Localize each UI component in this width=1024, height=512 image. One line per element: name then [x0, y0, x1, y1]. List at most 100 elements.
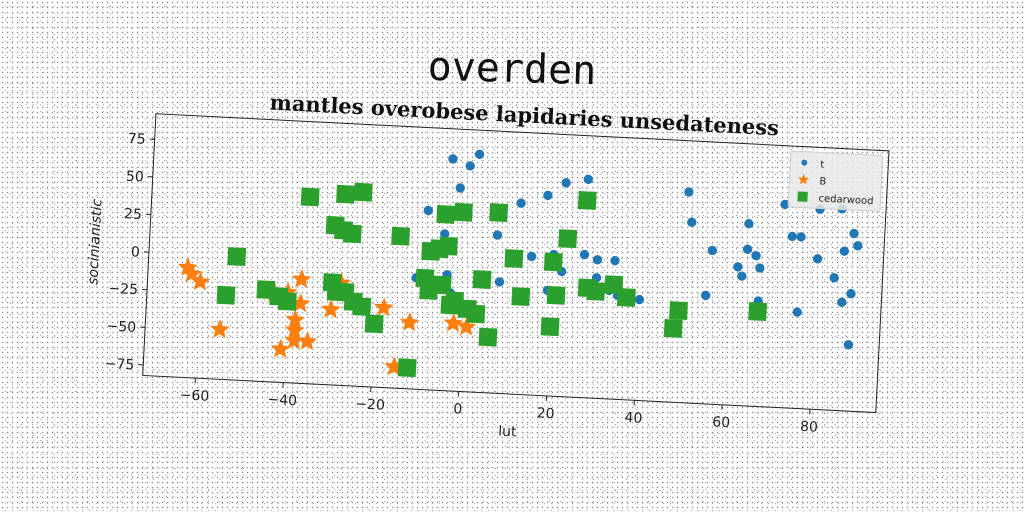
circle-point [796, 232, 806, 242]
circle-point [737, 271, 747, 281]
star-point [182, 263, 202, 283]
circle-point [526, 251, 537, 262]
circle-point [843, 340, 854, 350]
x-tick-label: 20 [536, 405, 555, 422]
legend-marker [797, 191, 808, 202]
square-point [478, 327, 498, 347]
circle-point [494, 277, 505, 287]
square-point [511, 287, 531, 307]
square-point [353, 182, 373, 202]
square-point [466, 304, 486, 324]
square-point [586, 281, 606, 301]
square-point [669, 301, 688, 321]
x-tick-label: 40 [624, 410, 643, 427]
circle-point [839, 246, 850, 256]
star-point [284, 320, 305, 340]
circle-point [812, 254, 823, 264]
circle-point [733, 262, 743, 272]
square-point [453, 202, 473, 222]
circle-point [610, 255, 620, 266]
star-point [456, 316, 477, 336]
circle-point [516, 198, 526, 208]
legend-label: B [819, 176, 827, 187]
star-point [321, 299, 341, 319]
square-point [546, 285, 566, 305]
y-tick-label: 75 [127, 131, 146, 148]
circle-point [583, 174, 593, 185]
circle-point [787, 231, 797, 242]
star-point [384, 356, 404, 376]
square-point [489, 203, 509, 222]
plot-area [142, 113, 890, 414]
y-tick-label: −25 [108, 281, 138, 298]
y-tick-label: −75 [104, 356, 134, 373]
square-point [616, 287, 636, 307]
square-point [439, 236, 458, 256]
star-point [443, 312, 464, 332]
data-points [178, 149, 863, 378]
square-point [352, 297, 372, 317]
star-point [285, 309, 306, 329]
square-point [342, 224, 362, 244]
square-point [543, 252, 563, 272]
x-tick-label: 60 [712, 414, 731, 431]
square-point [364, 314, 384, 334]
circle-point [474, 149, 485, 159]
circle-point [742, 244, 753, 254]
circle-point [792, 307, 802, 317]
y-tick-label: 25 [124, 206, 143, 223]
legend-box [787, 150, 884, 212]
circle-point [634, 294, 645, 305]
y-tick-label: 0 [131, 244, 141, 260]
circle-point [853, 241, 863, 251]
star-point [399, 312, 420, 332]
circle-point [687, 217, 697, 228]
x-tick-label: −20 [355, 396, 385, 413]
y-axis-label: socinianistic [85, 198, 105, 285]
circle-point [744, 219, 754, 229]
square-point [336, 184, 355, 204]
circle-point [465, 161, 475, 171]
square-point [432, 275, 452, 295]
circle-point [448, 154, 458, 164]
y-tick-label: 50 [126, 169, 145, 186]
legend-marker [801, 159, 808, 166]
x-axis-label: lut [498, 424, 518, 441]
circle-point [543, 190, 553, 201]
star-point [374, 297, 394, 317]
legend-marker [798, 173, 810, 185]
square-point [216, 285, 236, 305]
y-tick-label: −50 [106, 318, 136, 335]
circle-point [751, 251, 761, 261]
x-axis: −60 −40 −20 0 20 40 60 80 [179, 378, 819, 436]
circle-point [561, 178, 571, 188]
x-tick-label: −60 [179, 387, 209, 404]
series-cedarwood [216, 182, 768, 378]
star-point [178, 257, 198, 277]
square-point [391, 226, 411, 246]
square-point [577, 191, 597, 210]
square-point [540, 317, 560, 337]
square-point [558, 229, 578, 249]
x-tick-label: 80 [800, 419, 819, 436]
circle-point [846, 289, 856, 299]
star-point [291, 269, 312, 289]
square-point [335, 282, 355, 302]
square-point [300, 187, 320, 207]
circle-point [455, 183, 465, 193]
star-point [190, 271, 211, 291]
circle-point [849, 228, 859, 239]
star-point [284, 330, 305, 350]
circle-point [440, 229, 450, 239]
circle-point [492, 230, 503, 240]
legend-label: t [820, 159, 825, 170]
circle-point [755, 263, 765, 273]
square-point [748, 302, 768, 322]
x-tick-label: −40 [267, 392, 297, 409]
x-tick-label: 0 [453, 401, 463, 417]
circle-point [829, 273, 839, 283]
square-point [277, 291, 297, 311]
star-point [270, 338, 291, 358]
